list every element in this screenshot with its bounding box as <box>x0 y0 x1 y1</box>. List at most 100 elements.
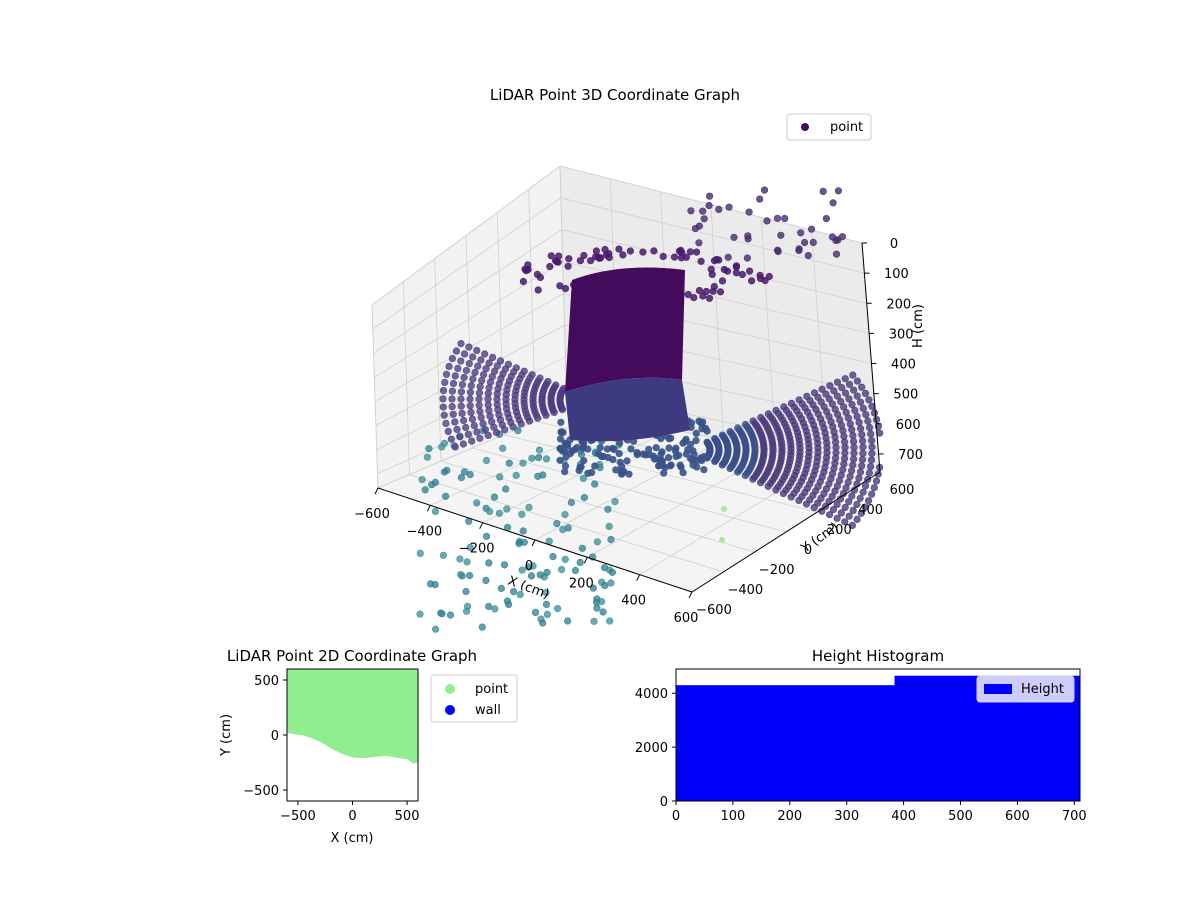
data-point <box>469 375 477 383</box>
data-point <box>475 389 484 397</box>
data-point <box>466 402 474 410</box>
data-point <box>561 285 570 293</box>
data-point <box>561 510 569 519</box>
data-point <box>542 600 551 609</box>
data-point <box>556 435 565 443</box>
z-axis-label-3d: H (cm) <box>911 304 926 348</box>
x-tick-label-hist: 500 <box>948 809 973 824</box>
grid-line <box>375 324 874 426</box>
data-point <box>458 381 467 389</box>
legend-label-point: point <box>830 120 863 135</box>
data-point <box>859 443 867 451</box>
data-point <box>456 433 464 441</box>
y-tick-label: −600 <box>696 603 732 618</box>
data-point <box>702 287 710 296</box>
data-point <box>718 277 727 285</box>
data-point <box>588 469 596 477</box>
data-point <box>828 492 836 500</box>
data-point <box>563 617 572 625</box>
z-tick-label: 100 <box>884 267 909 282</box>
data-point <box>431 507 440 516</box>
data-point <box>485 559 493 567</box>
data-point <box>876 429 884 437</box>
data-point <box>833 392 842 400</box>
chart-3d-title: LiDAR Point 3D Coordinate Graph <box>490 86 740 104</box>
data-point <box>800 238 809 247</box>
data-point <box>519 277 528 286</box>
z-tick-label: 700 <box>898 448 923 463</box>
data-point <box>692 429 700 438</box>
data-point <box>461 350 469 358</box>
data-point <box>458 409 466 418</box>
data-point <box>466 471 474 479</box>
data-point <box>566 450 574 458</box>
data-point <box>561 462 570 470</box>
data-point <box>444 427 452 436</box>
data-point <box>453 425 461 434</box>
data-point <box>866 463 875 471</box>
data-point <box>670 253 679 261</box>
data-point <box>858 431 866 439</box>
data-point <box>557 418 565 426</box>
data-point <box>481 426 490 434</box>
data-point <box>431 478 440 487</box>
data-point <box>457 395 465 403</box>
data-point <box>578 544 587 552</box>
legend-2d: point wall <box>430 674 518 723</box>
data-point <box>664 454 673 462</box>
legend-marker-point <box>801 123 809 131</box>
data-point <box>468 415 477 423</box>
data-point <box>861 482 870 490</box>
data-point <box>448 403 456 411</box>
data-point <box>496 357 505 365</box>
data-point <box>467 382 475 390</box>
data-point <box>845 380 854 388</box>
data-point <box>589 584 597 592</box>
grid-line <box>374 261 870 378</box>
data-point <box>531 608 540 617</box>
data-point <box>604 505 612 513</box>
data-point <box>692 437 700 445</box>
data-point <box>853 412 861 421</box>
data-point <box>845 498 853 506</box>
y-tick-label: 200 <box>827 523 852 538</box>
data-point <box>834 187 843 195</box>
data-point <box>700 466 708 474</box>
data-point <box>449 379 458 388</box>
data-point <box>692 248 701 256</box>
data-point <box>738 270 747 279</box>
data-point <box>601 581 609 590</box>
data-point <box>470 422 478 430</box>
data-point <box>482 456 491 465</box>
data-point <box>500 561 509 569</box>
data-point <box>521 265 529 273</box>
data-point <box>528 454 536 462</box>
data-point <box>516 590 524 599</box>
data-point <box>499 444 507 452</box>
data-point <box>469 353 477 361</box>
data-point <box>457 570 465 579</box>
y-axis-label-2d: Y (cm) <box>219 714 234 757</box>
data-point <box>659 252 667 261</box>
data-point <box>650 455 659 463</box>
y-tick-label: 400 <box>858 503 883 518</box>
data-point <box>565 255 573 263</box>
data-point <box>559 428 567 437</box>
grid-line <box>376 356 877 450</box>
data-point <box>449 410 457 418</box>
data-point <box>711 457 719 466</box>
data-point <box>810 504 818 512</box>
data-point <box>550 408 558 417</box>
data-point <box>557 565 566 574</box>
data-point <box>561 555 569 563</box>
data-point <box>707 265 715 273</box>
data-point <box>529 562 537 570</box>
data-point <box>859 404 867 413</box>
data-point <box>517 420 525 428</box>
data-point <box>650 247 658 255</box>
data-point <box>442 419 450 428</box>
data-point <box>467 408 475 417</box>
data-point <box>594 450 602 458</box>
data-point <box>576 558 584 567</box>
data-point <box>595 254 604 262</box>
